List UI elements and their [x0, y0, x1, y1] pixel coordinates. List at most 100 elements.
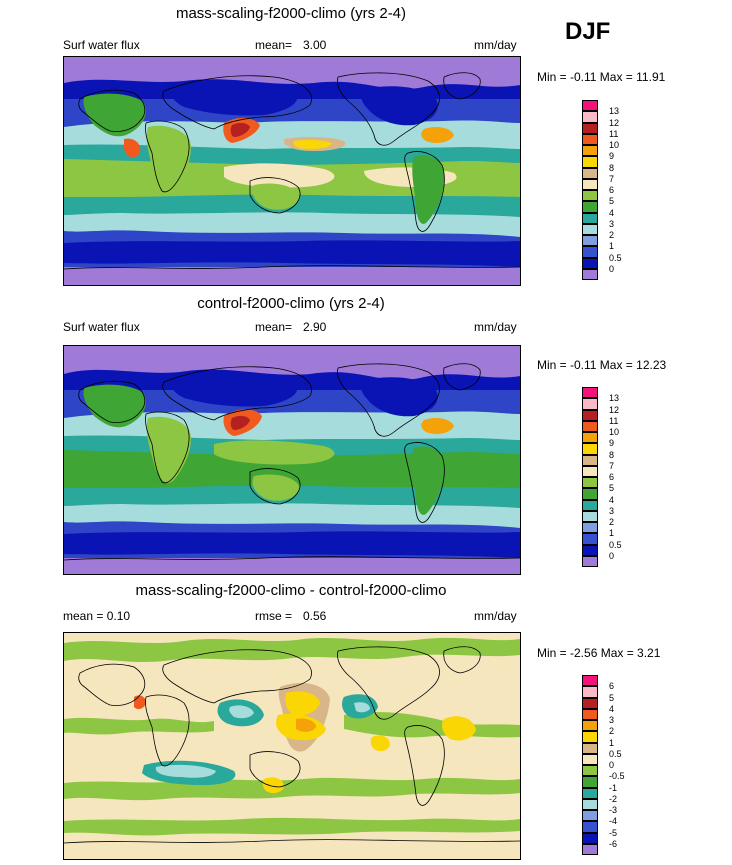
colorbar-swatch	[582, 156, 598, 168]
colorbar-label: 2	[609, 726, 615, 737]
colorbar-swatch	[582, 776, 598, 788]
colorbar-label: 0.5	[609, 252, 622, 263]
panel-3-mean-text: mean = 0.10	[63, 609, 131, 623]
colorbar-label: 0	[609, 550, 615, 561]
colorbar-swatch	[582, 488, 598, 500]
colorbar-swatch	[582, 167, 598, 179]
colorbar-label: 7	[609, 460, 615, 471]
colorbar-label: 8	[609, 162, 615, 173]
colorbar-label: -2	[609, 793, 618, 804]
panel-1-map	[63, 56, 521, 286]
colorbar-swatch	[582, 387, 598, 399]
colorbar-swatch	[582, 753, 598, 765]
colorbar-swatch	[582, 832, 598, 844]
panel-3-title: mass-scaling-f2000-climo - control-f2000…	[135, 582, 447, 599]
panel-2-map	[63, 345, 521, 575]
colorbar-label: 4	[609, 207, 615, 218]
colorbar-swatch	[582, 544, 598, 556]
colorbar-swatch	[582, 268, 598, 280]
colorbar-label: 5	[609, 483, 615, 494]
colorbar-swatch	[582, 555, 598, 567]
colorbar-label: 9	[609, 151, 615, 162]
panel-2-min-max: Min = -0.11 Max = 12.23	[537, 358, 667, 372]
colorbar-label: 4	[609, 703, 615, 714]
panel-3-map	[63, 632, 521, 860]
colorbar-swatch	[582, 522, 598, 534]
colorbar-swatch	[582, 398, 598, 410]
panel-1-variable-label: Surf water flux	[63, 38, 140, 52]
colorbar-swatch	[582, 122, 598, 134]
colorbar-swatch	[582, 510, 598, 522]
panel-1-map-field	[64, 57, 520, 285]
colorbar-label: 1	[609, 241, 615, 252]
colorbar-label: 13	[609, 106, 620, 117]
colorbar-swatch	[582, 821, 598, 833]
colorbar-swatch	[582, 731, 598, 743]
colorbar-swatch	[582, 765, 598, 777]
colorbar-swatch	[582, 686, 598, 698]
colorbar-swatch	[582, 223, 598, 235]
colorbar-label: 13	[609, 393, 620, 404]
colorbar-label: 6	[609, 185, 615, 195]
colorbar-label: 5	[609, 692, 615, 703]
panel-2-map-field	[64, 346, 520, 574]
panel-2-mean-label: mean=	[255, 320, 293, 334]
panel-1-mean-value: 3.00	[303, 38, 327, 52]
colorbar-label: 8	[609, 449, 615, 460]
colorbar-label: 3	[609, 218, 615, 229]
colorbar-swatch	[582, 432, 598, 444]
panel-3-colorbar: 6 5 4 3 2 1 0.5 0 -0.5 -1 -2 -3 -4 -5 -6	[582, 675, 625, 855]
colorbar-label: 9	[609, 438, 615, 449]
panel-3-min-max: Min = -2.56 Max = 3.21	[537, 646, 661, 660]
colorbar-swatch	[582, 145, 598, 157]
colorbar-label: 1	[609, 528, 615, 539]
colorbar-swatch	[582, 787, 598, 799]
colorbar-swatch	[582, 100, 598, 112]
colorbar-swatch	[582, 420, 598, 432]
colorbar-swatch	[582, 190, 598, 202]
colorbar-label: 3	[609, 715, 615, 725]
colorbar-label: 12	[609, 117, 620, 128]
panel-3-map-field	[64, 633, 520, 859]
colorbar-label: -5	[609, 827, 618, 838]
colorbar-label: 6	[609, 681, 615, 692]
colorbar-label: -1	[609, 782, 618, 793]
colorbar-label: 2	[609, 517, 615, 527]
panel-2-colorbar: 13 12 11 10 9 8 7 6 5 4 3 2 1 0.5 0	[582, 387, 622, 567]
colorbar-swatch	[582, 810, 598, 822]
colorbar-swatch	[582, 257, 598, 269]
panel-3-rmse-value: 0.56	[303, 609, 327, 623]
colorbar-label: -0.5	[609, 771, 625, 782]
colorbar-label: 4	[609, 494, 615, 505]
colorbar-label: 12	[609, 404, 620, 415]
colorbar-swatch	[582, 212, 598, 224]
colorbar-swatch	[582, 443, 598, 455]
panel-2-units: mm/day	[474, 320, 517, 334]
colorbar-label: 0.5	[609, 748, 622, 759]
colorbar-swatch	[582, 843, 598, 855]
panel-1-title: mass-scaling-f2000-climo (yrs 2-4)	[175, 5, 407, 22]
panel-2-variable-label: Surf water flux	[63, 320, 140, 334]
colorbar-swatch	[582, 533, 598, 545]
colorbar-swatch	[582, 465, 598, 477]
panel-1-colorbar: 13 12 11 10 9 8 7 6 5 4 3 2 1 0.5 0	[582, 100, 622, 280]
colorbar-swatch	[582, 697, 598, 709]
colorbar-swatch	[582, 708, 598, 720]
colorbar-swatch	[582, 235, 598, 247]
colorbar-swatch	[582, 477, 598, 489]
colorbar-label: 5	[609, 196, 615, 207]
colorbar-swatch	[582, 742, 598, 754]
colorbar-swatch	[582, 201, 598, 213]
colorbar-swatch	[582, 499, 598, 511]
colorbar-swatch	[582, 409, 598, 421]
colorbar-swatch	[582, 720, 598, 732]
colorbar-label: -6	[609, 838, 618, 849]
colorbar-label: -4	[609, 816, 618, 827]
colorbar-label: 3	[609, 505, 615, 516]
colorbar-label: -3	[609, 805, 618, 815]
colorbar-label: 10	[609, 140, 620, 150]
colorbar-label: 2	[609, 230, 615, 240]
colorbar-swatch	[582, 798, 598, 810]
panel-3-units: mm/day	[474, 609, 517, 623]
panel-1-min-max: Min = -0.11 Max = 11.91	[537, 70, 666, 84]
